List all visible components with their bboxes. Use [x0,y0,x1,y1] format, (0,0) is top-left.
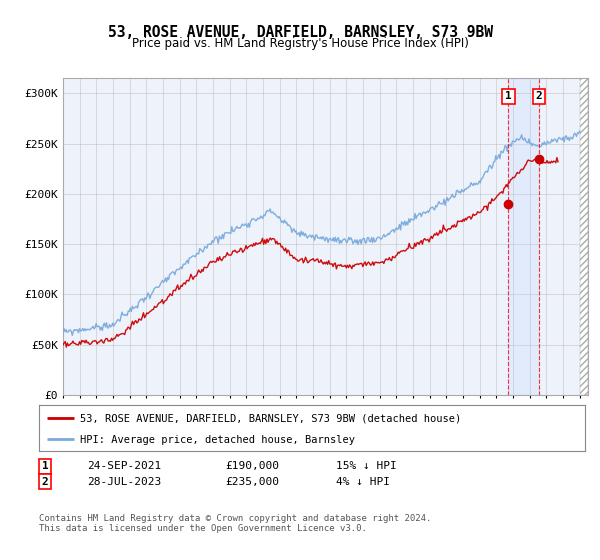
Text: 4% ↓ HPI: 4% ↓ HPI [336,477,390,487]
Text: 28-JUL-2023: 28-JUL-2023 [87,477,161,487]
Text: 53, ROSE AVENUE, DARFIELD, BARNSLEY, S73 9BW: 53, ROSE AVENUE, DARFIELD, BARNSLEY, S73… [107,25,493,40]
Text: Contains HM Land Registry data © Crown copyright and database right 2024.
This d: Contains HM Land Registry data © Crown c… [39,514,431,533]
Text: 24-SEP-2021: 24-SEP-2021 [87,461,161,472]
Text: 2: 2 [536,91,542,101]
Bar [508,78,539,395]
Text: £235,000: £235,000 [225,477,279,487]
Text: 2: 2 [41,477,49,487]
Text: HPI: Average price, detached house, Barnsley: HPI: Average price, detached house, Barn… [80,435,355,445]
Text: 1: 1 [505,91,512,101]
Text: Price paid vs. HM Land Registry's House Price Index (HPI): Price paid vs. HM Land Registry's House … [131,36,469,50]
Text: £190,000: £190,000 [225,461,279,472]
Text: 53, ROSE AVENUE, DARFIELD, BARNSLEY, S73 9BW (detached house): 53, ROSE AVENUE, DARFIELD, BARNSLEY, S73… [80,414,461,424]
Text: 15% ↓ HPI: 15% ↓ HPI [336,461,397,472]
Text: 1: 1 [41,461,49,472]
